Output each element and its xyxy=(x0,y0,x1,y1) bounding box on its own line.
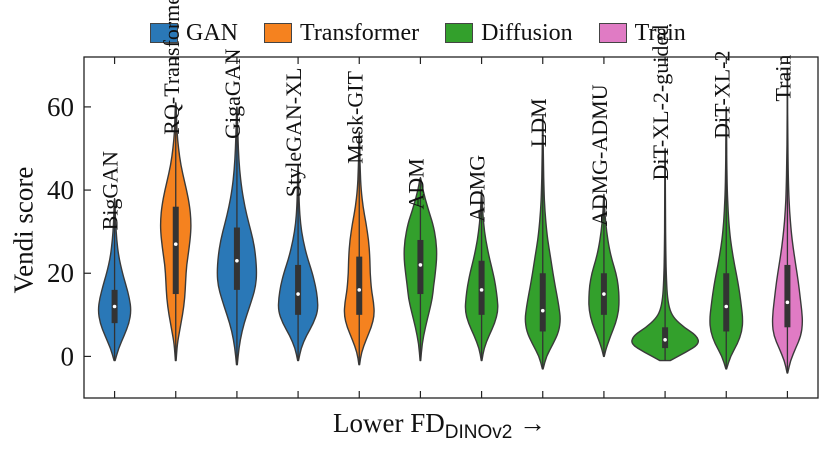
violin-median-admg xyxy=(479,288,484,292)
violin-iqr-adm xyxy=(417,239,424,295)
violin-iqr-dit-xl-2-guided xyxy=(662,327,669,349)
violins-layer xyxy=(97,68,804,374)
violin-label-gigagan: GigaGAN xyxy=(220,48,245,139)
violin-median-train xyxy=(785,300,790,305)
violin-iqr-stylegan-xl xyxy=(295,264,302,315)
violin-label-admg-admu: ADMG-ADMU xyxy=(587,84,612,226)
violin-iqr-ldm xyxy=(539,273,546,332)
violin-median-ldm xyxy=(540,308,545,313)
violin-labels: BigGAN RQ-Transformer GigaGAN StyleGAN-XL Ma… xyxy=(98,0,796,230)
y-tick-label-60: 60 xyxy=(47,92,74,122)
legend-swatch-gan xyxy=(150,23,178,43)
violin-iqr-rq-transformer xyxy=(172,206,179,295)
legend-item-gan: GAN xyxy=(150,20,238,47)
legend-label-transformer: Transformer xyxy=(300,19,420,46)
violin-label-dit-xl-2-guided: DiT-XL-2-guided xyxy=(648,25,673,181)
violin-median-mask-git xyxy=(357,288,362,292)
violin-iqr-gigagan xyxy=(233,227,240,290)
violin-iqr-admg xyxy=(478,260,485,315)
legend-item-transformer: Transformer xyxy=(264,20,419,47)
violin-label-biggan: BigGAN xyxy=(98,151,123,231)
violin-label-mask-git: Mask-GIT xyxy=(342,70,367,163)
y-tick-label-40: 40 xyxy=(47,175,74,205)
violin-median-biggan xyxy=(112,304,117,309)
legend-label-gan: GAN xyxy=(186,19,238,46)
x-axis-ticks xyxy=(113,57,789,398)
legend-item-train: Train xyxy=(598,19,686,47)
y-axis-label-wrap: Vendi score xyxy=(4,140,44,320)
violin-median-dit-xl-2 xyxy=(724,304,729,309)
x-axis-label: Lower FDDINOv2 → xyxy=(333,408,546,444)
violin-label-ldm: LDM xyxy=(526,98,551,147)
y-tick-label-20: 20 xyxy=(47,258,74,288)
violin-iqr-mask-git xyxy=(356,256,363,315)
violin-label-admg: ADMG xyxy=(465,155,490,222)
violin-iqr-train xyxy=(784,264,791,328)
x-axis-label-text: Lower FD xyxy=(333,408,445,438)
legend-label-diffusion: Diffusion xyxy=(481,19,573,46)
violin-iqr-dit-xl-2 xyxy=(723,273,730,332)
legend-item-diffusion: Diffusion xyxy=(445,20,573,47)
violin-median-rq-transformer xyxy=(173,242,178,246)
y-axis-ticks: 0 20 40 60 xyxy=(47,92,91,371)
legend-label-train: Train xyxy=(634,19,686,46)
violin-label-rq-transformer: RQ-Transformer xyxy=(159,0,184,135)
violin-label-stylegan-xl: StyleGAN-XL xyxy=(281,68,306,198)
legend-swatch-transformer xyxy=(264,23,292,43)
violin-median-admg-admu xyxy=(602,292,606,296)
violin-label-adm: ADM xyxy=(403,158,428,209)
plot-frame xyxy=(83,56,819,399)
violin-median-dit-xl-2-guided xyxy=(663,337,667,342)
violin-label-dit-xl-2: DiT-XL-2 xyxy=(709,50,734,138)
x-axis-arrow: → xyxy=(519,408,547,438)
legend: GAN Transformer Diffusion Train xyxy=(150,18,712,48)
violin-median-stylegan-xl xyxy=(296,292,300,296)
violin-median-gigagan xyxy=(235,258,239,263)
violin-label-train: Train xyxy=(770,55,795,102)
legend-swatch-diffusion xyxy=(445,23,474,43)
x-axis-label-subscript: DINOv2 xyxy=(444,422,513,443)
legend-swatch-train xyxy=(598,23,627,43)
y-tick-label-0: 0 xyxy=(61,341,75,371)
violin-median-adm xyxy=(418,263,423,267)
y-axis-label: Vendi score xyxy=(8,166,39,294)
